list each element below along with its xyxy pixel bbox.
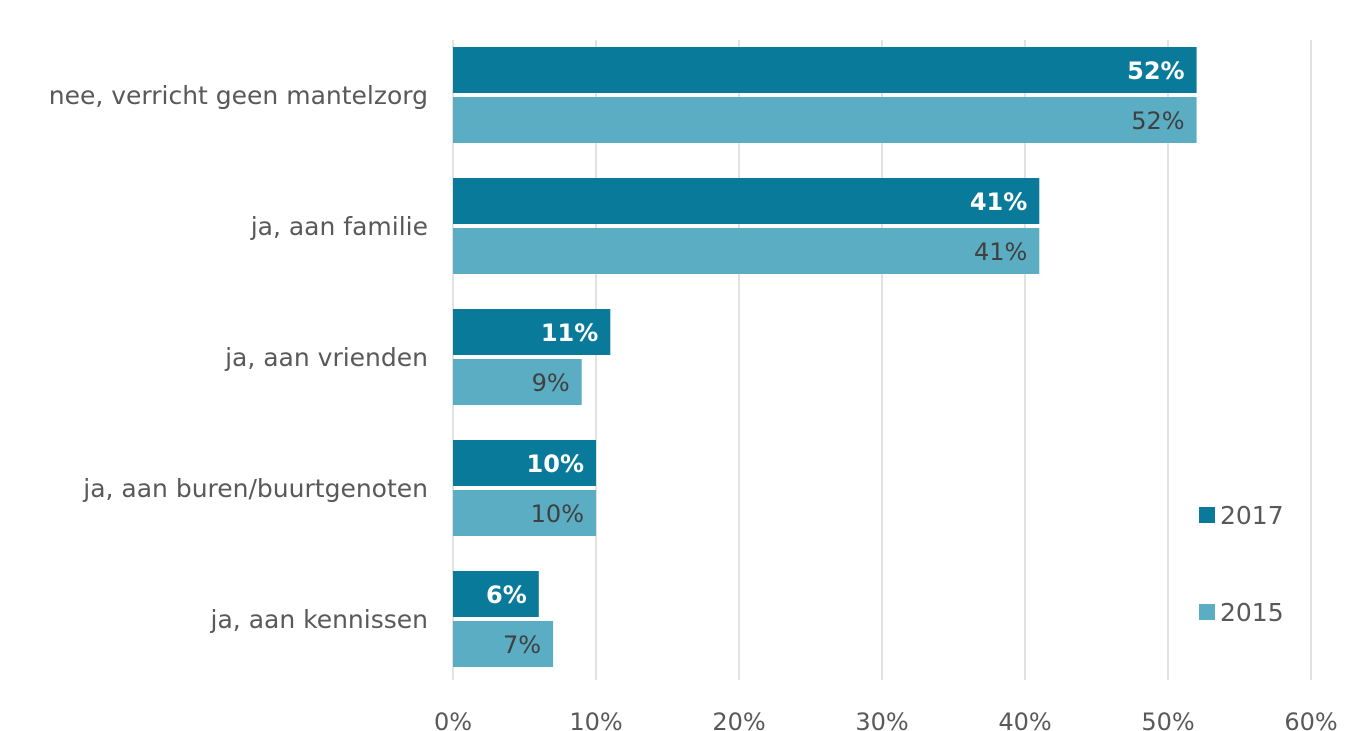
data-label-2017-1: 41% [970,188,1027,216]
bar-2017-4 [453,571,539,617]
category-label-3: ja, aan buren/buurtgenoten [82,474,428,503]
data-labels: 52% 52% 41% 41% 11% 9% 10% 10% 6% 7% [486,57,1185,659]
category-label-4: ja, aan kennissen [210,605,428,634]
x-tick-label: 0% [434,708,472,731]
data-label-2015-2: 9% [532,369,570,397]
legend: 2017 2015 [1199,501,1284,627]
x-tick-label: 30% [855,708,908,731]
x-tick-label: 10% [569,708,622,731]
bar-2017-0 [453,47,1197,93]
category-label-0: nee, verricht geen mantelzorg [49,81,428,110]
data-label-2017-0: 52% [1127,57,1184,85]
bar-2015-3 [453,490,596,536]
bar-2017-3 [453,440,596,486]
x-axis-tick-labels: 0% 10% 20% 30% 40% 50% 60% [434,708,1338,731]
data-label-2015-0: 52% [1131,107,1184,135]
x-tick-label: 50% [1141,708,1194,731]
data-label-2015-4: 7% [503,631,541,659]
legend-swatch-2015 [1199,604,1215,620]
x-tick-label: 20% [712,708,765,731]
bars [453,47,1197,667]
legend-label-2017: 2017 [1220,501,1284,530]
category-label-2: ja, aan vrienden [224,343,428,372]
legend-swatch-2017 [1199,507,1215,523]
bar-2015-2 [453,359,582,405]
data-label-2017-4: 6% [486,581,527,609]
bar-2015-0 [453,97,1197,143]
data-label-2017-2: 11% [541,319,598,347]
legend-label-2015: 2015 [1220,598,1284,627]
data-label-2015-1: 41% [974,238,1027,266]
category-label-1: ja, aan familie [250,212,428,241]
bar-2017-2 [453,309,611,355]
x-tick-label: 40% [998,708,1051,731]
data-label-2015-3: 10% [531,500,584,528]
bar-2015-1 [453,228,1040,274]
bar-2015-4 [453,621,554,667]
gridlines [452,40,1312,680]
bar-2017-1 [453,178,1040,224]
x-tick-label: 60% [1284,708,1337,731]
data-label-2017-3: 10% [527,450,584,478]
category-labels: nee, verricht geen mantelzorg ja, aan fam… [49,81,428,634]
